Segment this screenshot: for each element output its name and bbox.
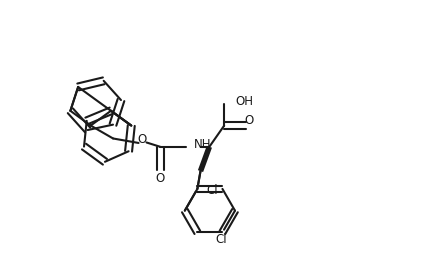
Text: O: O: [244, 114, 254, 126]
Text: NH: NH: [194, 138, 211, 151]
Text: O: O: [137, 133, 147, 147]
Text: Cl: Cl: [207, 184, 218, 197]
Text: Cl: Cl: [216, 233, 227, 246]
Text: OH: OH: [235, 95, 253, 108]
Text: O: O: [156, 172, 165, 185]
